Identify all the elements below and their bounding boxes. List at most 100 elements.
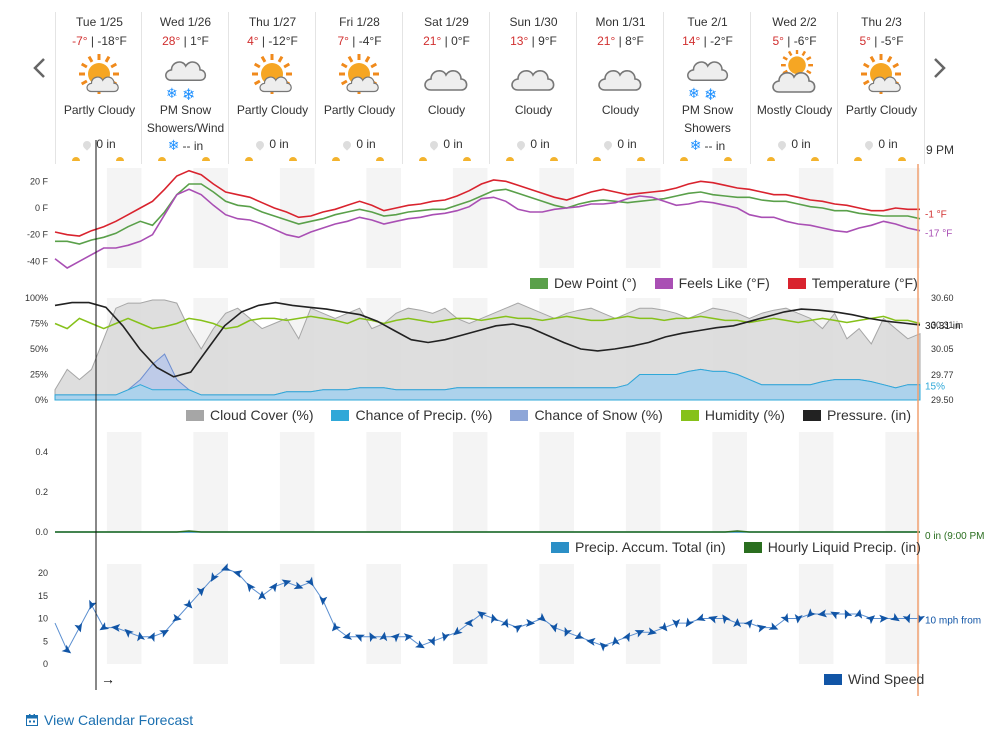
day-temps: 5° | -6°F [751, 34, 838, 48]
day-temps: 21° | 8°F [577, 34, 664, 48]
night-shade [366, 432, 401, 532]
legend-wind: Wind Speed [806, 671, 924, 687]
day-precip-value: 0 in [617, 137, 637, 151]
prev-arrow-button[interactable] [25, 52, 53, 84]
y-tick-label: 25% [30, 370, 48, 380]
legend-precip: Precip. Accum. Total (in) Hourly Liquid P… [533, 539, 921, 555]
temp-end-label: -1 °F [925, 209, 947, 220]
day-column: Tue 2/1 14° | -2°F ❄ ❄ PM Snow Showers ❄ -- in [664, 12, 751, 164]
partly-cloudy-icon [334, 50, 384, 100]
legend-label: Temperature (°F) [811, 275, 918, 291]
day-precip: 0 in [490, 137, 577, 151]
day-precip-value: -- in [182, 139, 204, 153]
day-date: Sun 1/30 [509, 15, 558, 29]
legend-label: Hourly Liquid Precip. (in) [767, 539, 921, 555]
day-temps: 21° | 0°F [403, 34, 490, 48]
chevron-right-icon [934, 58, 946, 78]
wind-arrow-marker [854, 609, 863, 619]
y-tick-label: 20 F [30, 176, 49, 186]
pressure-line [54, 301, 921, 378]
sunrise-icon [245, 157, 253, 161]
wind-arrow-marker [586, 637, 596, 646]
wind-arrow-marker [902, 613, 911, 624]
y-tick-label: -40 F [27, 256, 49, 266]
day-precip: 0 in [838, 137, 925, 151]
day-condition: Cloudy [514, 103, 553, 117]
pressure-tick-label: 30.31 in [931, 320, 963, 330]
wind-arrow-marker [817, 609, 828, 618]
legend-swatch [331, 409, 350, 421]
wind-arrow-marker [268, 582, 278, 593]
temp-separator: | [258, 34, 269, 48]
legend-label: Humidity (%) [704, 407, 785, 423]
view-calendar-forecast-link[interactable]: View Calendar Forecast [26, 712, 193, 728]
night-shade [193, 168, 228, 268]
legend-item: Precip. Accum. Total (in) [551, 539, 726, 555]
legend-swatch [530, 277, 548, 289]
day-column: Tue 1/25 -7° | -18°F Partly Cloudy 0 in [55, 12, 142, 164]
charts-svg: 20 F0 F-20 F-40 F-1 °F-17 °F100%75%50%25… [25, 140, 984, 696]
day-column: Sun 1/30 13° | 9°F Cloudy 0 in [490, 12, 577, 164]
wind-arrow-marker [293, 581, 304, 590]
sunrise-icon [767, 157, 775, 161]
day-low-temp: -6°F [793, 34, 817, 48]
wind-arrow-marker [427, 636, 435, 646]
day-date: Wed 2/2 [772, 15, 817, 29]
day-high-temp: -7° [72, 34, 88, 48]
day-high-temp: 4° [247, 34, 259, 48]
snow-icon: ❄ ❄ [682, 50, 732, 104]
wind-arrow-marker [844, 609, 853, 620]
night-shade [193, 432, 228, 532]
wind-arrow-marker [685, 617, 695, 628]
wind-arrow-marker [183, 599, 193, 609]
day-condition: Partly Cloudy [236, 103, 309, 117]
night-shade [625, 168, 661, 268]
legend-item: Chance of Precip. (%) [331, 407, 492, 423]
sunset-icon [202, 157, 210, 161]
precip-end-label: 0 in (9:00 PM [925, 531, 984, 542]
day-precip: ❄ -- in [142, 137, 229, 154]
night-shade [625, 432, 661, 532]
wind-arrow-marker [611, 636, 620, 646]
wind-arrow-marker [917, 613, 925, 624]
day-temps: 13° | 9°F [490, 34, 577, 48]
wind-arrow-marker [477, 611, 487, 620]
sunset-icon [376, 157, 384, 161]
day-precip: 0 in [56, 137, 143, 151]
day-condition: PM Snow Showers/Wind [146, 103, 225, 135]
temp-separator: | [528, 34, 539, 48]
day-columns: Tue 1/25 -7° | -18°F Partly Cloudy 0 in Wed … [55, 12, 925, 164]
wind-arrow-marker [525, 618, 536, 627]
sunrise-icon [506, 157, 514, 161]
day-precip-value: 0 in [791, 137, 811, 151]
pressure-tick-label: 29.77 [931, 370, 954, 380]
sunrise-icon [72, 157, 80, 161]
wind-arrow-marker [722, 614, 731, 625]
y-tick-label: -20 F [27, 230, 49, 240]
sunset-icon [811, 157, 819, 161]
legend-label: Precip. Accum. Total (in) [575, 539, 726, 555]
legend-swatch [743, 541, 762, 553]
cloudy-icon [595, 50, 645, 100]
wind-arrow-marker [708, 615, 718, 624]
wind-arrow-marker [390, 633, 400, 643]
day-high-temp: 7° [337, 34, 349, 48]
wind-arrow-marker [647, 627, 657, 636]
calendar-icon [26, 714, 38, 726]
day-high-temp: 5° [859, 34, 871, 48]
wind-speed-line [54, 567, 920, 652]
chance-precip-area [54, 368, 921, 401]
day-precip: 0 in [316, 137, 403, 151]
day-precip-value: 0 in [96, 137, 116, 151]
temp-separator: | [783, 34, 794, 48]
y-tick-label: 0.4 [35, 447, 48, 457]
next-arrow-button[interactable] [926, 52, 954, 84]
night-shade [885, 432, 920, 532]
day-column: Wed 1/26 28° | 1°F ❄ ❄ PM Snow Showers/Wind ❄… [142, 12, 229, 164]
y-tick-label: 0 [43, 659, 48, 669]
wind-arrow-marker [890, 612, 900, 622]
wind-arrow-marker [232, 570, 243, 578]
day-condition: Partly Cloudy [845, 103, 918, 117]
humidity-line [54, 315, 921, 330]
day-low-temp: 9°F [538, 34, 557, 48]
